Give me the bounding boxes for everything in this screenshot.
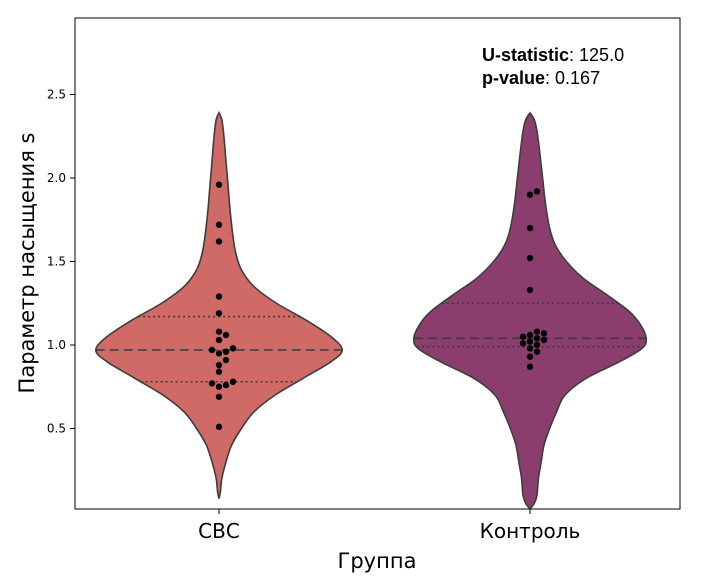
data-point [215, 238, 223, 245]
data-point [526, 363, 534, 370]
stats-annotation-u: U-statistic: 125.0 [482, 45, 624, 65]
x-tick-label: Контроль [480, 519, 581, 543]
data-point [222, 331, 230, 339]
data-point [222, 348, 230, 355]
data-point [526, 286, 534, 294]
stats-annotation-p: p-value: 0.167 [482, 68, 600, 88]
violin-body [94, 110, 344, 499]
data-point [208, 380, 216, 387]
data-point [215, 181, 223, 188]
p-value-value: : 0.167 [545, 68, 600, 88]
data-point [222, 381, 230, 389]
y-tick-label: 1.0 [47, 338, 66, 352]
data-point [533, 188, 541, 195]
y-tick-label: 0.5 [47, 422, 66, 436]
u-statistic-value: : 125.0 [569, 45, 624, 65]
data-point [222, 356, 230, 364]
y-axis-label: Параметр насыщения s [15, 133, 39, 394]
y-tick-label: 2.5 [47, 88, 66, 102]
data-point [229, 378, 237, 385]
plot-area [75, 18, 680, 509]
data-point [526, 338, 534, 345]
x-tick-label: СВС [198, 519, 240, 543]
data-point [533, 341, 541, 349]
data-point [215, 328, 223, 335]
data-point [519, 340, 527, 347]
y-tick-label: 1.5 [47, 255, 66, 269]
data-point [215, 350, 223, 357]
data-point [533, 328, 541, 335]
violins-layer [94, 110, 648, 509]
y-axis: 0.5 1.0 1.5 2.0 2.5 [47, 88, 75, 436]
data-point [540, 336, 548, 344]
data-point [533, 335, 541, 342]
data-point [215, 383, 223, 390]
data-point [215, 293, 223, 300]
data-point [215, 423, 223, 431]
points-layer [208, 181, 548, 431]
data-point [215, 310, 223, 317]
x-axis-label: Группа [338, 549, 417, 573]
data-point [526, 191, 534, 198]
data-point [540, 330, 548, 337]
data-point [215, 361, 223, 369]
data-point [526, 224, 534, 232]
violin-body [412, 111, 648, 509]
data-point [229, 345, 237, 352]
data-point [208, 346, 216, 354]
data-point [215, 368, 223, 375]
y-tick-label: 2.0 [47, 171, 66, 185]
data-point [215, 393, 223, 400]
data-point [526, 345, 534, 352]
data-point [215, 336, 223, 344]
data-point [526, 353, 534, 360]
x-axis: СВС Контроль [198, 509, 580, 543]
u-statistic-label: U-statistic [482, 45, 569, 65]
data-point [533, 348, 541, 355]
data-point [526, 254, 534, 262]
plot-frame [74, 17, 681, 510]
data-point [215, 221, 223, 228]
data-point [519, 333, 527, 340]
p-value-label: p-value [482, 68, 545, 88]
data-point [526, 331, 534, 339]
